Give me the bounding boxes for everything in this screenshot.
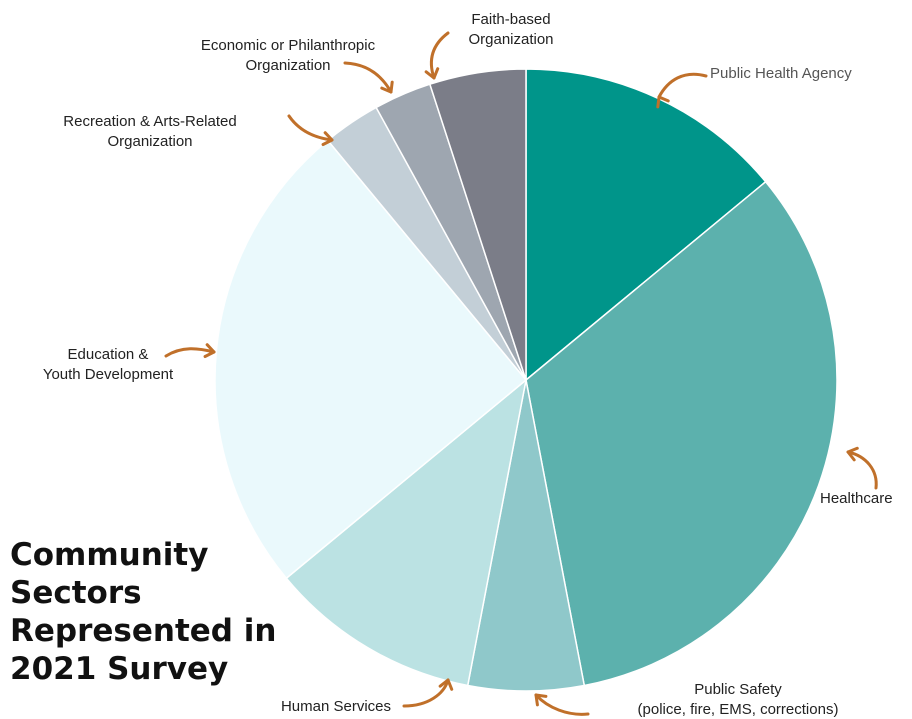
slice-label-line: Organization	[245, 57, 330, 74]
label-arrow	[287, 114, 334, 147]
slice-label-line: Recreation & Arts-Related	[63, 113, 236, 130]
slice-label: Education & Youth Development	[43, 346, 174, 383]
slice-label-line: Education &	[68, 346, 149, 363]
slice-label: Recreation & Arts-Related Organization	[63, 113, 236, 150]
pie-slice	[214, 139, 528, 580]
label-arrow	[164, 343, 216, 359]
slice-label-line: Organization	[468, 31, 553, 48]
chart-title-line: Sectors	[10, 575, 142, 611]
label-arrow	[656, 72, 708, 109]
slice-label: Public Health Agency	[710, 65, 852, 82]
label-arrow	[424, 31, 450, 80]
label-arrows	[164, 31, 878, 716]
slice-label-line: Public Safety	[694, 681, 782, 698]
label-arrow	[402, 678, 454, 708]
pie-slice	[285, 378, 528, 687]
label-arrow	[343, 61, 394, 94]
slice-labels: Public Health Agency Healthcare Public Saf…	[43, 11, 893, 718]
slice-label-line: Economic or Philanthropic	[201, 37, 376, 54]
label-arrow	[846, 446, 878, 490]
pie-slices	[214, 68, 838, 692]
slice-label-line: Human Services	[281, 698, 391, 715]
slice-label: Public Safety (police, fire, EMS, correct…	[638, 681, 839, 718]
chart-title-line: Community	[10, 537, 209, 573]
slice-label-line: Organization	[107, 133, 192, 150]
slice-label: Faith-based Organization	[468, 11, 553, 48]
slice-label: Healthcare	[820, 490, 893, 507]
slice-label-line: Healthcare	[820, 490, 893, 507]
slice-label-line: (police, fire, EMS, corrections)	[638, 701, 839, 718]
chart-title: Community Sectors Represented in 2021 Su…	[10, 536, 276, 688]
label-arrow	[534, 693, 590, 716]
slice-label-line: Faith-based	[471, 11, 550, 28]
chart-title-line: Represented in	[10, 613, 277, 649]
slice-label-line: Youth Development	[43, 366, 174, 383]
pie-slice	[428, 68, 527, 381]
chart-title-line: 2021 Survey	[10, 651, 229, 687]
slice-label: Human Services	[281, 698, 391, 715]
slice-label: Economic or Philanthropic Organization	[201, 37, 376, 74]
slice-label-line: Public Health Agency	[710, 65, 852, 82]
pie-slice	[525, 180, 838, 687]
